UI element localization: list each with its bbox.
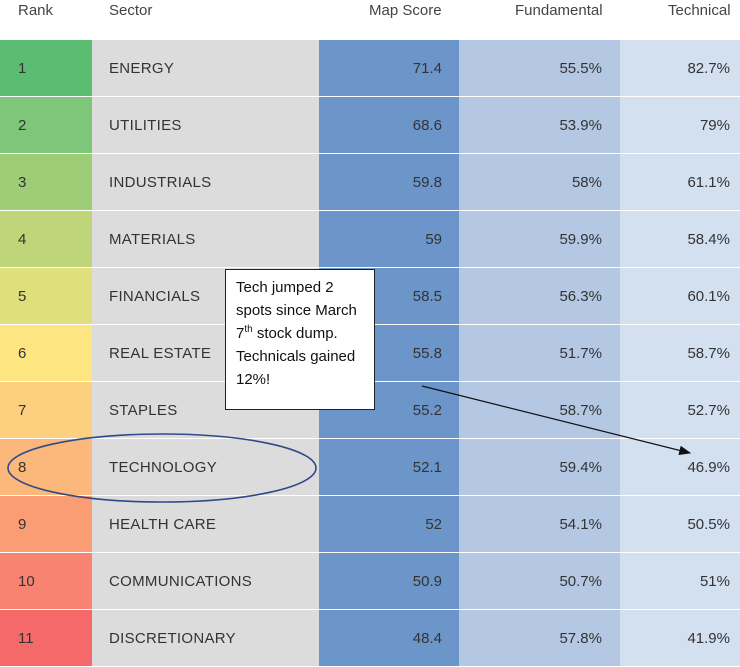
fundamental-cell: 59.4% (459, 439, 620, 496)
rank-cell: 10 (0, 553, 92, 610)
header-fundamental: Fundamental (515, 2, 603, 19)
technical-cell: 58.7% (620, 325, 740, 382)
fundamental-cell: 57.8% (459, 610, 620, 667)
map-score-cell: 59 (319, 211, 459, 268)
header-rank: Rank (18, 2, 54, 19)
rank-cell: 5 (0, 268, 92, 325)
table-row: 1 ENERGY 71.4 55.5% 82.7% (0, 40, 740, 97)
sector-cell: HEALTH CARE (92, 496, 319, 553)
map-score-cell: 59.8 (319, 154, 459, 211)
sector-cell: COMMUNICATIONS (92, 553, 319, 610)
annotation-callout: Tech jumped 2 spots since March 7th stoc… (225, 269, 375, 410)
rank-cell: 2 (0, 97, 92, 154)
fundamental-cell: 58% (459, 154, 620, 211)
technical-cell: 52.7% (620, 382, 740, 439)
fundamental-cell: 58.7% (459, 382, 620, 439)
sector-cell: ENERGY (92, 40, 319, 97)
technical-cell: 50.5% (620, 496, 740, 553)
technical-cell: 60.1% (620, 268, 740, 325)
rank-cell: 7 (0, 382, 92, 439)
fundamental-cell: 54.1% (459, 496, 620, 553)
technical-cell: 51% (620, 553, 740, 610)
technical-cell: 82.7% (620, 40, 740, 97)
map-score-cell: 71.4 (319, 40, 459, 97)
map-score-cell: 68.6 (319, 97, 459, 154)
fundamental-cell: 59.9% (459, 211, 620, 268)
rank-cell: 6 (0, 325, 92, 382)
rank-cell: 8 (0, 439, 92, 496)
sector-cell: TECHNOLOGY (92, 439, 319, 496)
header-map-score: Map Score (369, 2, 442, 19)
map-score-cell: 52.1 (319, 439, 459, 496)
callout-superscript: th (244, 324, 253, 335)
sector-cell: INDUSTRIALS (92, 154, 319, 211)
fundamental-cell: 55.5% (459, 40, 620, 97)
callout-text-2: stock dump. Technicals gained 12%! (236, 325, 356, 388)
fundamental-cell: 50.7% (459, 553, 620, 610)
table-row: 4 MATERIALS 59 59.9% 58.4% (0, 211, 740, 268)
sector-cell: DISCRETIONARY (92, 610, 319, 667)
map-score-cell: 52 (319, 496, 459, 553)
rank-cell: 11 (0, 610, 92, 667)
rank-cell: 3 (0, 154, 92, 211)
table-row: 10 COMMUNICATIONS 50.9 50.7% 51% (0, 553, 740, 610)
sector-cell: UTILITIES (92, 97, 319, 154)
map-score-cell: 50.9 (319, 553, 459, 610)
rank-cell: 4 (0, 211, 92, 268)
table-row: 11 DISCRETIONARY 48.4 57.8% 41.9% (0, 610, 740, 667)
header-technical: Technical (668, 2, 731, 19)
header-sector: Sector (109, 2, 153, 19)
technical-cell: 79% (620, 97, 740, 154)
table-row: 9 HEALTH CARE 52 54.1% 50.5% (0, 496, 740, 553)
map-score-cell: 48.4 (319, 610, 459, 667)
callout-text-1: Tech jumped 2 spots since March 7 (236, 279, 357, 342)
table-row: 3 INDUSTRIALS 59.8 58% 61.1% (0, 154, 740, 211)
table-row: 8 TECHNOLOGY 52.1 59.4% 46.9% (0, 439, 740, 496)
table-row: 6 REAL ESTATE 55.8 51.7% 58.7% (0, 325, 740, 382)
fundamental-cell: 51.7% (459, 325, 620, 382)
rank-cell: 9 (0, 496, 92, 553)
technical-cell: 41.9% (620, 610, 740, 667)
table-row: 2 UTILITIES 68.6 53.9% 79% (0, 97, 740, 154)
technical-cell: 58.4% (620, 211, 740, 268)
table-header: Rank Sector Map Score Fundamental Techni… (0, 0, 740, 40)
technical-cell: 61.1% (620, 154, 740, 211)
sector-cell: MATERIALS (92, 211, 319, 268)
technical-cell: 46.9% (620, 439, 740, 496)
rank-cell: 1 (0, 40, 92, 97)
fundamental-cell: 53.9% (459, 97, 620, 154)
fundamental-cell: 56.3% (459, 268, 620, 325)
sector-table: 1 ENERGY 71.4 55.5% 82.7% 2 UTILITIES 68.6 53.9%… (0, 40, 740, 667)
